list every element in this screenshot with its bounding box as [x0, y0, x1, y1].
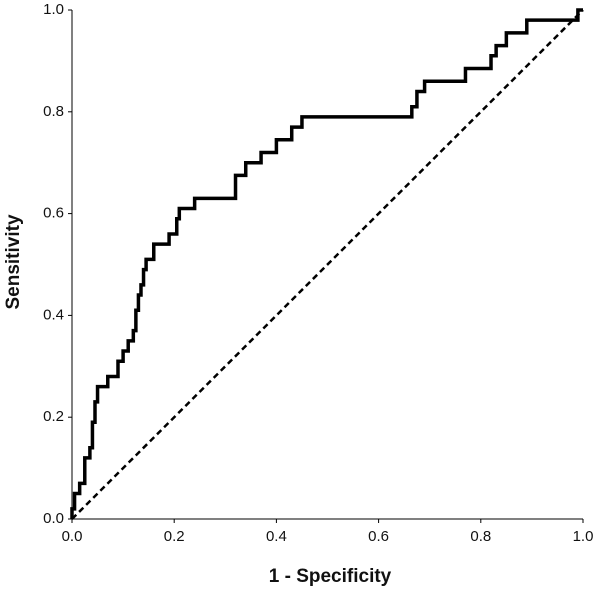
- y-tick-label: 0.2: [43, 408, 64, 425]
- x-tick-label: 1.0: [573, 528, 594, 545]
- y-tick-label: 0.8: [43, 103, 64, 120]
- x-tick-label: 0.2: [164, 528, 185, 545]
- x-tick-label: 0.4: [266, 528, 287, 545]
- y-tick-label: 0.6: [43, 205, 64, 222]
- x-tick-label: 0.6: [368, 528, 389, 545]
- roc-curve: [70, 8, 583, 519]
- y-tick-label: 1.0: [43, 1, 64, 18]
- y-axis-title: Sensitivity: [3, 214, 24, 309]
- reference-line: [71, 9, 584, 520]
- x-tick-label: 0.8: [470, 528, 491, 545]
- x-tick-label: 0.0: [62, 528, 83, 545]
- y-tick-label: 0.4: [43, 306, 64, 323]
- x-axis-title: 1 - Specificity: [269, 566, 392, 587]
- y-tick-label: 0.0: [43, 510, 64, 527]
